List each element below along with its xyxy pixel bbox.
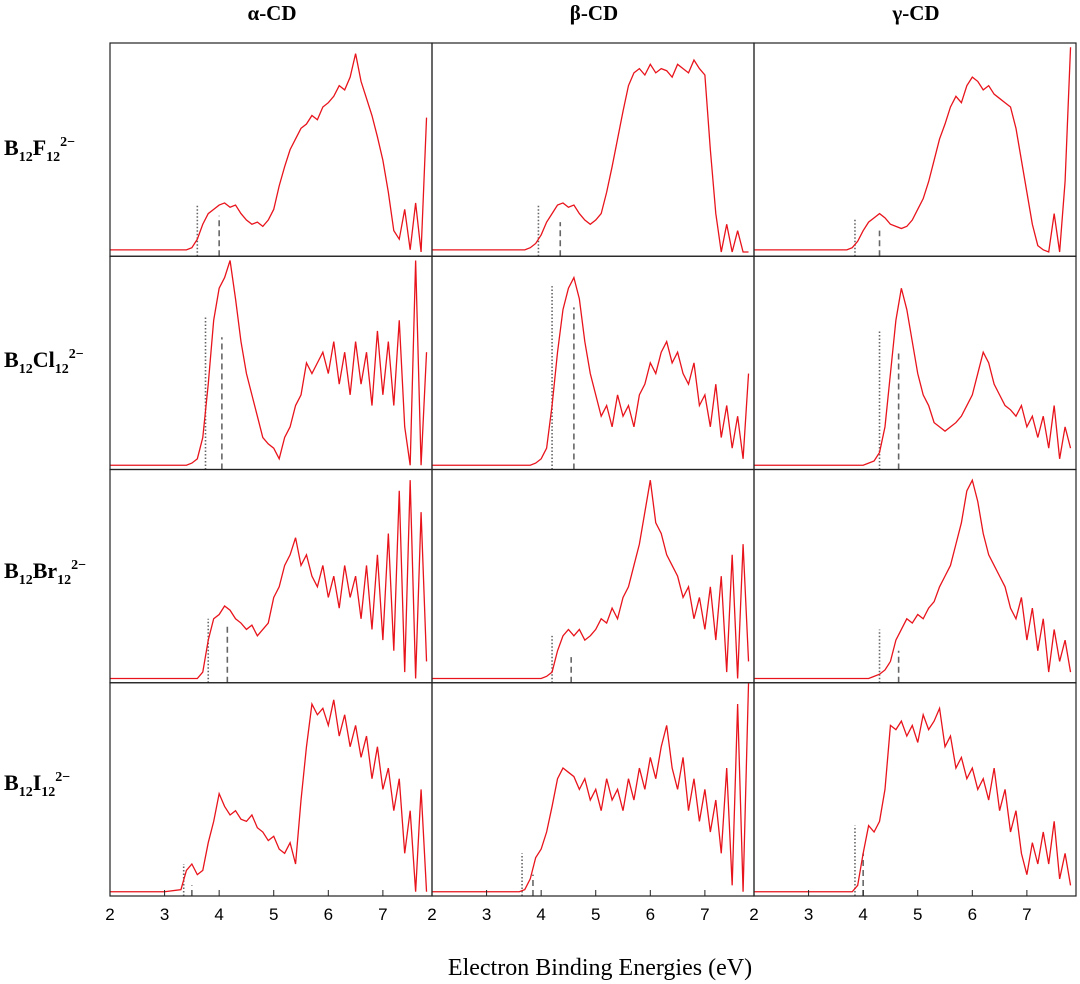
panel-frame [431,255,755,471]
x-tick-label: 3 [482,905,491,924]
x-tick-label: 2 [105,905,114,924]
row-label: B12I122− [4,770,70,800]
panel-frame [753,42,1077,257]
row-label: B12Br122− [4,558,86,588]
x-tick-label: 4 [214,905,223,924]
x-tick-label: 4 [536,905,545,924]
spectrum-line [754,288,1072,466]
x-tick-label: 5 [269,905,278,924]
panel-frame [431,468,755,684]
x-axis-label: Electron Binding Energies (eV) [448,955,752,981]
spectrum-line [110,53,428,253]
atom: B [4,770,19,795]
panel-frame [753,468,1077,684]
atom: I [33,770,42,795]
atom: Br [33,558,58,583]
subscript: 12 [19,362,33,377]
x-tick-label: 5 [913,905,922,924]
panel-frame [109,682,433,897]
x-tick-label: 7 [1022,905,1031,924]
atom: B [4,347,19,372]
spectrum-line [432,275,750,466]
x-tick-label: 7 [700,905,709,924]
spectrum-line [754,47,1072,253]
x-tick-label: 2 [427,905,436,924]
subscript: 12 [57,573,71,588]
panel-frame [431,682,755,897]
spectrum-line [110,699,428,893]
x-tick-label: 7 [378,905,387,924]
subscript: 12 [41,785,55,800]
column-title: γ-CD [891,1,939,25]
atom: B [4,135,19,160]
subscript: 12 [55,362,69,377]
panel-frame [109,468,433,684]
x-tick-label: 6 [324,905,333,924]
panel-frame [753,682,1077,897]
x-tick-label: 2 [749,905,758,924]
spectrum-line [432,58,749,253]
superscript: 2− [71,558,86,573]
x-tick-label: 4 [858,905,867,924]
row-label: B12F122− [4,135,75,165]
subscript: 12 [19,573,33,588]
atom: Cl [33,347,55,372]
column-title: α-CD [247,1,296,25]
subscript: 12 [19,785,33,800]
spectrum-line [432,682,750,893]
panel-frame [109,42,433,257]
column-title: β-CD [570,1,618,25]
spectrum-line [110,480,428,680]
spectrum-line [754,478,1072,680]
spectrum-line [432,480,750,680]
atom: F [33,135,46,160]
superscript: 2− [69,347,84,362]
row-label: B12Cl122− [4,347,84,377]
subscript: 12 [46,150,60,165]
x-tick-label: 6 [646,905,655,924]
superscript: 2− [60,135,75,150]
panel-frame [753,255,1077,471]
subscript: 12 [19,150,33,165]
x-tick-label: 5 [591,905,600,924]
superscript: 2− [55,770,70,785]
panel-frame [431,42,755,257]
panel-frame [109,255,433,471]
x-tick-label: 3 [160,905,169,924]
spectrum-line [110,260,428,466]
spectrum-line [754,705,1072,893]
x-tick-label: 3 [804,905,813,924]
atom: B [4,558,19,583]
x-tick-label: 6 [968,905,977,924]
